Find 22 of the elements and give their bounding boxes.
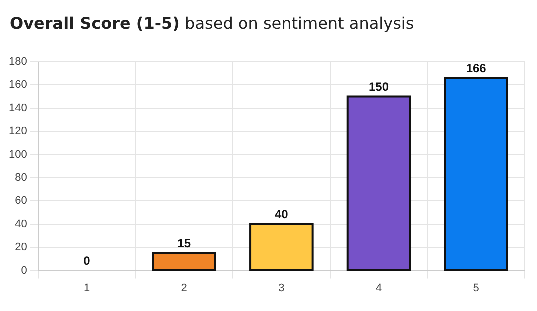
data-label: 0 [84,254,91,268]
x-tick-label: 1 [84,282,90,294]
data-label: 15 [178,236,192,251]
x-tick-label: 4 [376,282,382,294]
data-label: 150 [368,80,390,94]
x-tick-label: 2 [181,282,188,294]
y-tick-label: 0 [21,264,28,277]
chart-title: Overall Score (1-5) [10,14,180,33]
y-tick-label: 120 [8,126,28,138]
y-tick-label: 100 [8,148,28,161]
data-label: 40 [274,208,289,222]
y-tick-label: 60 [15,195,28,208]
y-tick-label: 140 [8,102,28,114]
y-tick-label: 20 [15,242,28,254]
chart-subtitle: based on sentiment analysis [185,14,414,33]
data-label: 166 [466,62,487,76]
y-tick-label: 40 [15,218,28,230]
y-tick-label: 160 [8,79,28,92]
x-tick-label: 5 [473,282,480,294]
y-tick-label: 180 [8,56,28,68]
x-tick-label: 3 [278,282,285,294]
y-tick-label: 80 [15,172,28,184]
